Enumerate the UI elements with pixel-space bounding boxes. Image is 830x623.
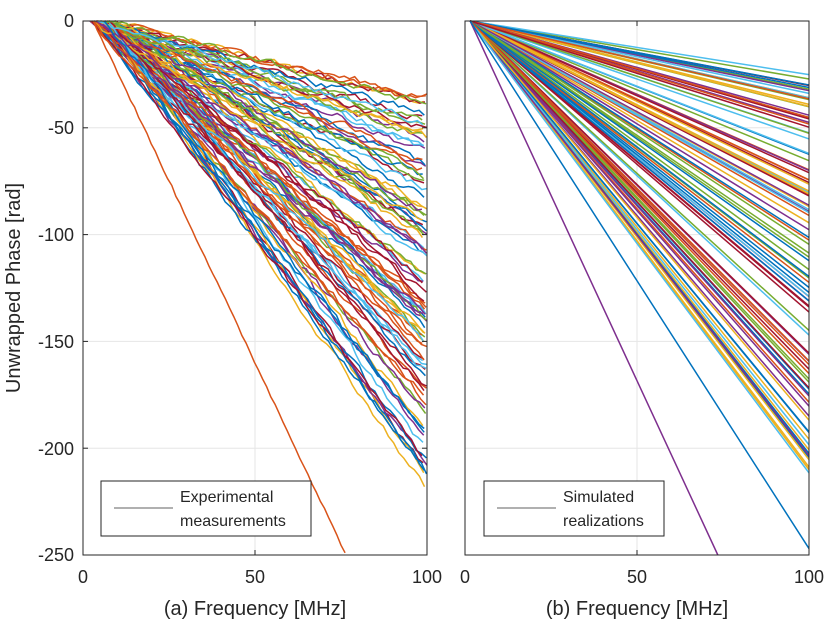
exp-series-65 [103,20,426,488]
sim-series-outlier-1 [469,20,810,549]
sim-series-92 [469,20,810,100]
exp-series-22 [96,20,428,97]
sim-series-35 [469,20,810,294]
x-tick-label-b-50: 50 [627,567,647,587]
exp-series-39 [100,20,427,105]
sim-series-93 [469,20,810,421]
sim-series-53 [469,20,810,271]
x-axis-title-b: (b) Frequency [MHz] [546,598,728,620]
sim-series-83 [469,20,810,174]
panel-a-ticks [82,20,428,556]
exp-series-96 [97,20,424,126]
sim-series-95 [469,20,810,245]
panel-a-series [89,20,428,554]
exp-series-98 [103,20,425,430]
sim-series-9 [469,20,810,224]
exp-series-85 [96,20,423,171]
sim-series-90 [469,20,810,313]
exp-series-64 [102,20,423,162]
exp-series-99 [92,20,425,396]
exp-series-79 [97,20,423,221]
sim-series-84 [469,20,810,433]
x-tick-label-a-50: 50 [245,567,265,587]
y-tick-label-minus-200: -200 [38,439,74,459]
y-tick-label-minus-150: -150 [38,332,74,352]
sim-series-76 [469,20,810,389]
sim-series-81 [469,20,810,380]
x-tick-label-a-0: 0 [78,567,88,587]
exp-series-92 [95,20,427,406]
sim-series-70 [469,20,810,278]
legend-b-text-line-2: realizations [563,513,644,530]
sim-series-17 [469,20,810,231]
exp-series-94 [95,20,428,254]
sim-series-37 [469,20,810,106]
x-tick-label-a-100: 100 [412,567,442,587]
sim-series-91 [470,20,810,89]
exp-series-34 [107,20,424,226]
sim-series-86 [469,20,810,185]
sim-series-97 [469,20,810,128]
legend-a-text-line-1: Experimental [180,489,273,506]
panel-b-ticks [464,21,810,555]
y-tick-label-minus-50: -50 [48,118,74,138]
legend-b: Simulated realizations [483,480,665,537]
sim-series-94 [469,20,810,206]
legend-a: Experimental measurements [100,480,312,537]
sim-series-34 [469,20,810,354]
sim-series-67 [469,20,810,332]
y-tick-label-minus-100: -100 [38,225,74,245]
panel-b-series [469,20,810,556]
sim-series-36 [469,20,810,284]
y-tick-label-minus-250: -250 [38,545,74,565]
exp-series-97 [91,20,423,457]
legend-a-box [100,480,312,537]
legend-a-text-line-2: measurements [180,513,286,530]
exp-series-outlier [92,20,346,554]
panel-b: 0 50 100 (b) Frequency [MHz] Simulated r… [460,20,824,620]
sim-series-42 [469,20,810,239]
y-axis-title: Unwrapped Phase [rad] [3,183,25,393]
sim-series-96 [469,20,810,474]
x-axis-title-a: (a) Frequency [MHz] [164,598,346,620]
sim-series-89 [469,20,810,155]
sim-series-52 [469,20,810,397]
exp-series-89 [107,20,424,443]
exp-series-9 [108,20,424,104]
exp-series-91 [93,20,425,433]
sim-series-68 [469,20,810,214]
exp-series-52 [91,20,423,250]
sim-series-87 [469,20,810,457]
sim-series-74 [469,20,810,134]
exp-series-83 [105,20,427,387]
y-tick-label-0: 0 [64,11,74,31]
sim-series-61 [470,20,810,76]
exp-series-93 [91,20,424,239]
sim-series-88 [469,20,810,254]
sim-series-82 [469,20,810,446]
sim-series-75 [470,20,810,95]
legend-b-text-line-1: Simulated [563,489,634,506]
sim-series-40 [469,20,810,140]
sim-series-78 [469,20,810,119]
panel-a: 0 -50 -100 -150 -200 -250 0 50 100 (a) F… [3,11,442,620]
sim-series-56 [469,20,810,262]
sim-series-79 [469,20,810,195]
exp-series-87 [92,20,424,315]
x-tick-label-b-0: 0 [460,567,470,587]
exp-series-56 [100,20,427,459]
sim-series-98 [469,20,810,302]
x-tick-label-b-100: 100 [794,567,824,587]
sim-series-outlier-0 [469,20,719,556]
sim-series-18 [469,20,810,162]
exp-series-88 [108,20,425,180]
sim-series-99 [469,20,810,362]
exp-series-84 [95,20,428,475]
sim-series-45 [469,20,810,407]
